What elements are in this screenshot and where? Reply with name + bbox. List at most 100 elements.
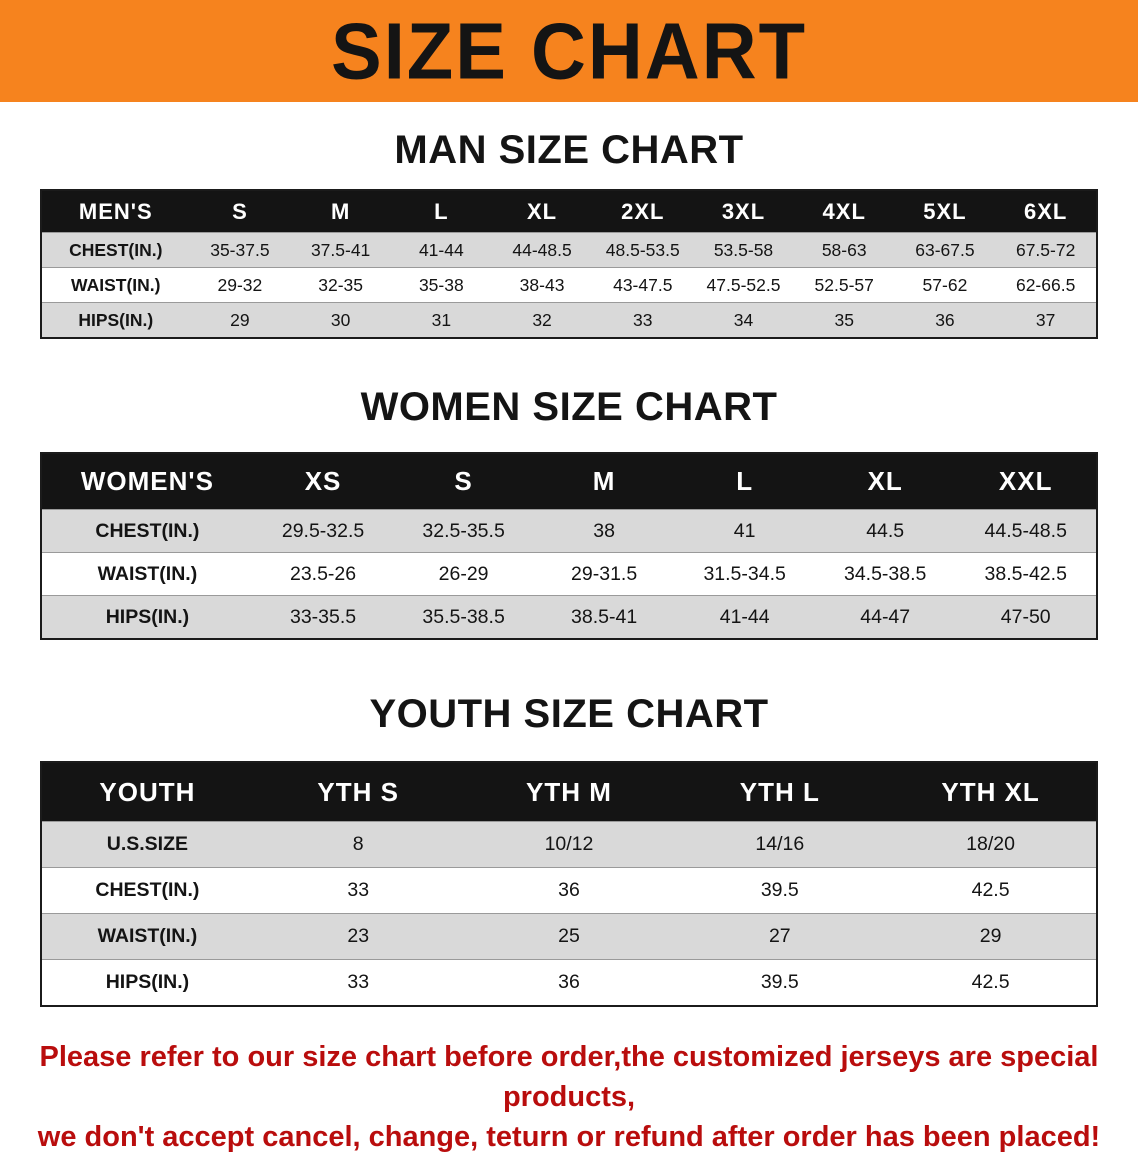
- value-cell: 32.5-35.5: [422, 519, 505, 542]
- value-cell: 44-48.5: [512, 239, 572, 260]
- value-cell: 44.5: [866, 519, 905, 542]
- value-cell: 33: [347, 971, 370, 993]
- size-column-header: 5XL: [923, 198, 967, 224]
- value-cell: 38: [593, 519, 615, 542]
- value-cell: 42.5: [971, 879, 1010, 901]
- row-label-cell: HIPS(IN.): [78, 309, 154, 330]
- youth-size-table: YOUTH YTH S YTH M YTH L YTH XL U.S.SIZE 8 10/12…: [40, 761, 1098, 1007]
- table-header-row: WOMEN'S XS S M L XL XXL: [42, 454, 1096, 509]
- row-label-cell: U.S.SIZE: [106, 833, 189, 855]
- youth-size-section: YOUTH SIZE CHART YOUTH YTH S YTH M YTH L YTH…: [0, 692, 1138, 1007]
- value-cell: 26-29: [438, 562, 489, 585]
- value-cell: 35: [834, 309, 854, 330]
- banner: SIZE CHART: [0, 0, 1138, 102]
- value-cell: 31: [431, 309, 452, 330]
- value-cell: 29: [979, 925, 1002, 947]
- value-cell: 23: [347, 925, 370, 947]
- value-cell: 44-47: [860, 605, 911, 628]
- size-column-header: 3XL: [721, 198, 766, 224]
- table-row: WAIST(IN.) 23.5-26 26-29 29-31.5 31.5-34.5 34…: [42, 552, 1096, 595]
- row-label-cell: CHEST(IN.): [95, 879, 200, 901]
- disclaimer: Please refer to our size chart before or…: [18, 1037, 1120, 1157]
- value-cell: 30: [330, 309, 351, 330]
- page-title: SIZE CHART: [331, 6, 807, 96]
- value-cell: 35-38: [418, 274, 464, 295]
- value-cell: 53.5-58: [713, 239, 774, 260]
- row-label-cell: CHEST(IN.): [95, 519, 200, 542]
- value-cell: 27: [768, 925, 791, 947]
- value-cell: 48.5-53.5: [605, 239, 680, 260]
- table-row: CHEST(IN.) 35-37.5 37.5-41 41-44 44-48.5 48.5…: [42, 232, 1096, 267]
- value-cell: 33: [347, 879, 370, 901]
- value-cell: 33-35.5: [289, 605, 357, 628]
- size-column-header: S: [232, 198, 248, 224]
- value-cell: 32-35: [318, 274, 363, 295]
- value-cell: 42.5: [971, 971, 1010, 993]
- table-header-row: MEN'S S M L XL 2XL 3XL 4XL 5XL 6XL: [42, 191, 1096, 232]
- value-cell: 37.5-41: [310, 239, 371, 260]
- women-size-section: WOMEN SIZE CHART WOMEN'S XS S M L XL XXL CHEST(…: [0, 385, 1138, 640]
- size-column-header: L: [434, 198, 449, 224]
- row-label-cell: HIPS(IN.): [105, 605, 190, 628]
- size-column-header: L: [736, 466, 754, 496]
- row-label-cell: WAIST(IN.): [97, 562, 198, 585]
- size-column-header: S: [454, 466, 473, 496]
- size-column-header: M: [330, 198, 351, 224]
- disclaimer-line-1: Please refer to our size chart before or…: [39, 1041, 1099, 1114]
- table-header-row: YOUTH YTH S YTH M YTH L YTH XL: [42, 763, 1096, 821]
- men-section-heading: MAN SIZE CHART: [394, 128, 744, 172]
- value-cell: 62-66.5: [1015, 274, 1076, 295]
- table-row: U.S.SIZE 8 10/12 14/16 18/20: [42, 821, 1096, 867]
- size-column-header: YTH XL: [941, 776, 1040, 807]
- value-cell: 8: [352, 833, 364, 855]
- table-row: CHEST(IN.) 33 36 39.5 42.5: [42, 867, 1096, 913]
- value-cell: 43-47.5: [613, 274, 673, 295]
- value-cell: 36: [558, 879, 580, 901]
- value-cell: 41-44: [719, 605, 770, 628]
- men-size-section: MAN SIZE CHART MEN'S S M L XL 2XL 3XL 4XL 5XL 6XL…: [0, 128, 1138, 339]
- size-column-header: 4XL: [822, 198, 866, 224]
- value-cell: 33: [633, 309, 653, 330]
- value-cell: 67.5-72: [1015, 239, 1076, 260]
- row-label-cell: WAIST(IN.): [71, 274, 161, 295]
- value-cell: 32: [532, 309, 552, 330]
- row-label-cell: WAIST(IN.): [97, 925, 198, 947]
- value-cell: 63-67.5: [915, 239, 975, 260]
- value-cell: 52.5-57: [814, 274, 874, 295]
- value-cell: 38.5-42.5: [984, 562, 1067, 585]
- value-cell: 34.5-38.5: [843, 562, 927, 585]
- value-cell: 38-43: [519, 274, 565, 295]
- value-cell: 29.5-32.5: [281, 519, 365, 542]
- row-label-cell: CHEST(IN.): [69, 239, 163, 260]
- size-column-header: XXL: [998, 466, 1053, 496]
- value-cell: 47-50: [1000, 605, 1051, 628]
- size-column-header: YTH M: [526, 776, 612, 807]
- value-cell: 23.5-26: [289, 562, 357, 585]
- men-size-table: MEN'S S M L XL 2XL 3XL 4XL 5XL 6XL CHEST(IN.) 35-37…: [40, 189, 1098, 339]
- value-cell: 35.5-38.5: [422, 605, 505, 628]
- value-cell: 38.5-41: [571, 605, 638, 628]
- value-cell: 39.5: [760, 879, 799, 901]
- size-column-header: YTH S: [317, 776, 399, 807]
- value-cell: 41-44: [418, 239, 464, 260]
- size-column-header: 2XL: [621, 198, 665, 224]
- table-row: HIPS(IN.) 33 36 39.5 42.5: [42, 959, 1096, 1005]
- table-title-cell: WOMEN'S: [80, 466, 214, 496]
- disclaimer-line-2: we don't accept cancel, change, teturn o…: [37, 1121, 1101, 1154]
- women-section-heading: WOMEN SIZE CHART: [360, 385, 778, 429]
- size-column-header: M: [592, 466, 616, 496]
- size-column-header: XL: [527, 198, 558, 224]
- value-cell: 31.5-34.5: [703, 562, 786, 585]
- value-cell: 34: [733, 309, 754, 330]
- value-cell: 36: [558, 971, 580, 993]
- value-cell: 18/20: [966, 833, 1015, 855]
- value-cell: 41: [733, 519, 756, 542]
- value-cell: 36: [935, 309, 955, 330]
- value-cell: 44.5-48.5: [984, 519, 1067, 542]
- youth-section-heading: YOUTH SIZE CHART: [369, 692, 769, 736]
- value-cell: 39.5: [760, 971, 799, 993]
- table-row: HIPS(IN.) 29 30 31 32 33 34 35 36 37: [42, 302, 1096, 337]
- table-row: WAIST(IN.) 23 25 27 29: [42, 913, 1096, 959]
- value-cell: 29-31.5: [571, 562, 638, 585]
